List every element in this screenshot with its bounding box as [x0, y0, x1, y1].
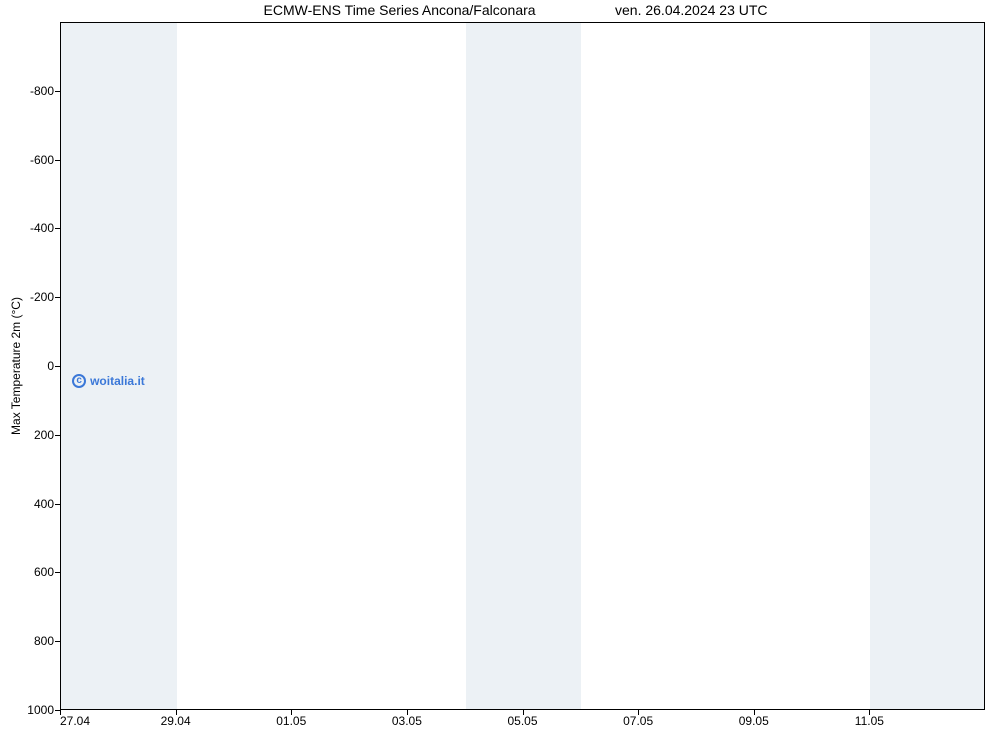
plot-band: [61, 23, 177, 709]
y-tick-mark: [55, 228, 60, 229]
y-tick-label: 400: [34, 497, 54, 511]
plot-band: [870, 23, 985, 709]
x-tick-label: 01.05: [276, 714, 306, 728]
x-tick-mark: [407, 710, 408, 715]
y-tick-mark: [55, 366, 60, 367]
chart-container: ECMW-ENS Time Series Ancona/Falconara ve…: [0, 0, 1000, 733]
x-tick-label: 03.05: [392, 714, 422, 728]
watermark-text: woitalia.it: [90, 374, 145, 388]
x-tick-mark: [638, 710, 639, 715]
y-tick-label: -600: [30, 153, 54, 167]
x-tick-label: 27.04: [60, 714, 90, 728]
plot-area: c woitalia.it: [60, 22, 985, 710]
y-tick-mark: [55, 91, 60, 92]
x-tick-label: 09.05: [739, 714, 769, 728]
chart-title-left: ECMW-ENS Time Series Ancona/Falconara: [264, 2, 536, 18]
y-tick-label: 200: [34, 428, 54, 442]
x-tick-label: 29.04: [161, 714, 191, 728]
y-axis-label: Max Temperature 2m (°C): [9, 297, 23, 435]
x-tick-mark: [523, 710, 524, 715]
watermark: c woitalia.it: [72, 374, 145, 388]
y-tick-label: 0: [47, 359, 54, 373]
x-tick-label: 11.05: [855, 714, 884, 728]
x-tick-mark: [754, 710, 755, 715]
copyright-icon: c: [72, 374, 86, 388]
y-tick-mark: [55, 572, 60, 573]
y-tick-label: 800: [34, 634, 54, 648]
x-tick-mark: [869, 710, 870, 715]
y-tick-mark: [55, 504, 60, 505]
x-tick-label: 05.05: [507, 714, 537, 728]
y-tick-mark: [55, 435, 60, 436]
y-tick-label: 1000: [27, 703, 54, 717]
y-tick-label: -800: [30, 84, 54, 98]
y-tick-mark: [55, 297, 60, 298]
y-tick-label: 600: [34, 565, 54, 579]
x-tick-mark: [176, 710, 177, 715]
y-tick-label: -400: [30, 221, 54, 235]
y-tick-mark: [55, 160, 60, 161]
y-tick-mark: [55, 641, 60, 642]
x-tick-mark: [291, 710, 292, 715]
x-tick-label: 07.05: [623, 714, 653, 728]
x-tick-mark: [60, 710, 61, 715]
y-tick-label: -200: [30, 290, 54, 304]
plot-band: [466, 23, 582, 709]
chart-title-right: ven. 26.04.2024 23 UTC: [615, 2, 768, 18]
